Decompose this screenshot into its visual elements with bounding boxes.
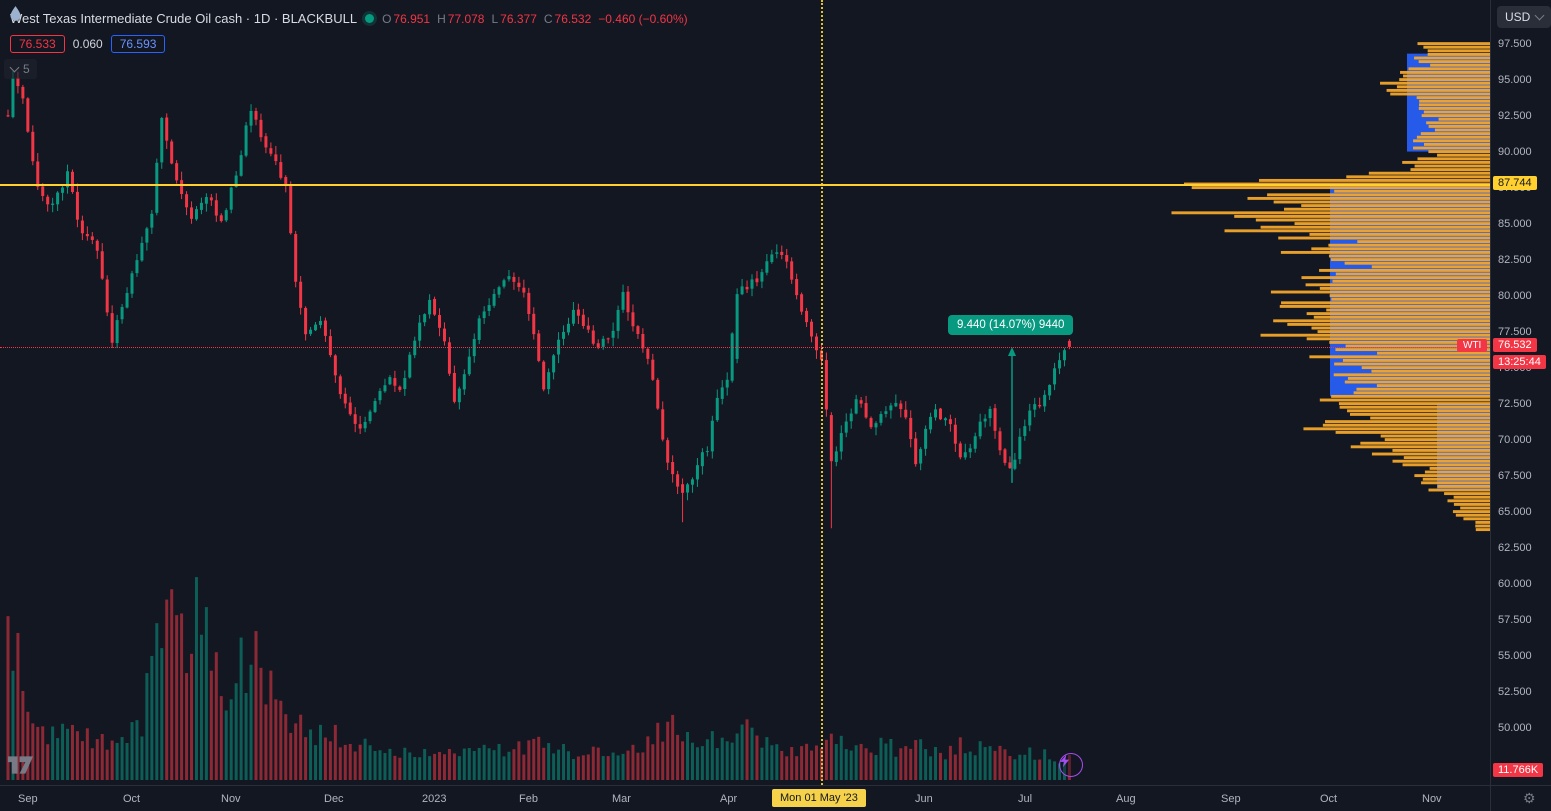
price-tick: 90.000 [1498, 146, 1532, 158]
boost-lightning-icon[interactable] [1059, 753, 1083, 777]
open-value: 76.951 [393, 11, 431, 26]
price-tick: 92.500 [1498, 110, 1532, 122]
currency-label: USD [1505, 10, 1531, 24]
yellow-price-label: 87.744 [1493, 176, 1537, 191]
price-tick: 60.000 [1498, 578, 1532, 590]
spread-value: 0.060 [72, 36, 103, 51]
price-tick: 85.000 [1498, 218, 1532, 230]
price-tick: 55.000 [1498, 650, 1532, 662]
market-status-icon[interactable] [365, 14, 375, 23]
low-label: L [491, 11, 499, 26]
ohlc-values: O 76.951 H 77.078 L 76.377 C 76.532 −0.460 (… [382, 12, 688, 26]
legend-row-objects: 5 [4, 56, 688, 81]
chart-plot-area[interactable]: WTI 9.440 (14.07%) 9440 West Texas Inter… [0, 0, 1490, 785]
price-tick: 72.500 [1498, 398, 1532, 410]
price-tick: 80.000 [1498, 290, 1532, 302]
time-tick: Mar [612, 793, 631, 805]
time-tick: Jul [1018, 793, 1033, 805]
volume-axis-label: 11.766K [1493, 763, 1544, 777]
high-value: 77.078 [447, 11, 485, 26]
open-label: O [382, 11, 392, 26]
chart-canvas[interactable] [0, 0, 1490, 785]
time-tick: Sep [18, 793, 38, 805]
price-axis[interactable]: USD 87.744 76.532 13:25:44 11.766K 97.50… [1490, 0, 1551, 785]
countdown-label: 13:25:44 [1493, 354, 1546, 369]
high-label: H [437, 11, 446, 26]
last-price-label: 76.532 [1493, 337, 1537, 352]
buy-button[interactable]: 76.593 [110, 34, 166, 53]
price-tick: 65.000 [1498, 506, 1532, 518]
price-tick: 95.000 [1498, 74, 1532, 86]
price-tick: 52.500 [1498, 686, 1532, 698]
time-tick: Aug [1116, 793, 1136, 805]
time-tick: Sep [1221, 793, 1241, 805]
close-label: C [543, 11, 553, 26]
price-tick: 77.500 [1498, 326, 1532, 338]
symbol-price-tag: WTI [1457, 338, 1488, 352]
price-tick: 82.500 [1498, 254, 1532, 266]
price-tick: 57.500 [1498, 614, 1532, 626]
symbol-title[interactable]: West Texas Intermediate Crude Oil cash ·… [10, 11, 358, 26]
oil-drop-icon [10, 6, 21, 21]
time-tick: Oct [123, 793, 141, 805]
collapse-indicators-button[interactable]: 5 [4, 58, 37, 79]
time-tick: 2023 [422, 793, 447, 805]
time-tick: Jun [915, 793, 933, 805]
low-value: 76.377 [500, 11, 537, 26]
time-tick: Dec [324, 793, 344, 805]
price-tick: 62.500 [1498, 542, 1532, 554]
price-tick: 50.000 [1498, 722, 1532, 734]
price-tick: 97.500 [1498, 38, 1532, 50]
time-axis[interactable]: Mon 01 May '23 ⚙ Sep Oct Nov Dec 2023 Feb Mar A… [0, 785, 1551, 811]
time-tick: Nov [1422, 793, 1442, 805]
time-tick: Apr [720, 793, 738, 805]
sell-button[interactable]: 76.533 [10, 34, 65, 53]
last-price-line [0, 346, 1490, 348]
currency-dropdown[interactable]: USD [1497, 6, 1551, 28]
time-tick: Oct [1320, 793, 1338, 805]
legend-row-quotes: 76.533 0.060 76.593 [10, 31, 688, 56]
time-tick: Nov [221, 793, 241, 805]
close-value: 76.532 [554, 11, 592, 26]
price-tick: 67.500 [1498, 470, 1532, 482]
chevron-down-icon [1534, 10, 1545, 21]
horizontal-level-line[interactable] [0, 184, 1490, 187]
chevron-down-icon [9, 62, 20, 72]
gear-icon[interactable]: ⚙ [1523, 790, 1536, 806]
measure-label[interactable]: 9.440 (14.07%) 9440 [948, 314, 1074, 335]
crosshair-date-label[interactable]: Mon 01 May '23 [772, 789, 866, 807]
legend-row-main: West Texas Intermediate Crude Oil cash ·… [10, 6, 688, 31]
axis-separator [1490, 786, 1491, 811]
vertical-crosshair-line[interactable] [821, 0, 823, 785]
objects-count: 5 [23, 61, 30, 76]
price-tick: 70.000 [1498, 434, 1532, 446]
chart-legend: West Texas Intermediate Crude Oil cash ·… [4, 6, 688, 81]
time-tick: Feb [519, 793, 538, 805]
change-value: −0.460 (−0.60%) [598, 11, 688, 26]
